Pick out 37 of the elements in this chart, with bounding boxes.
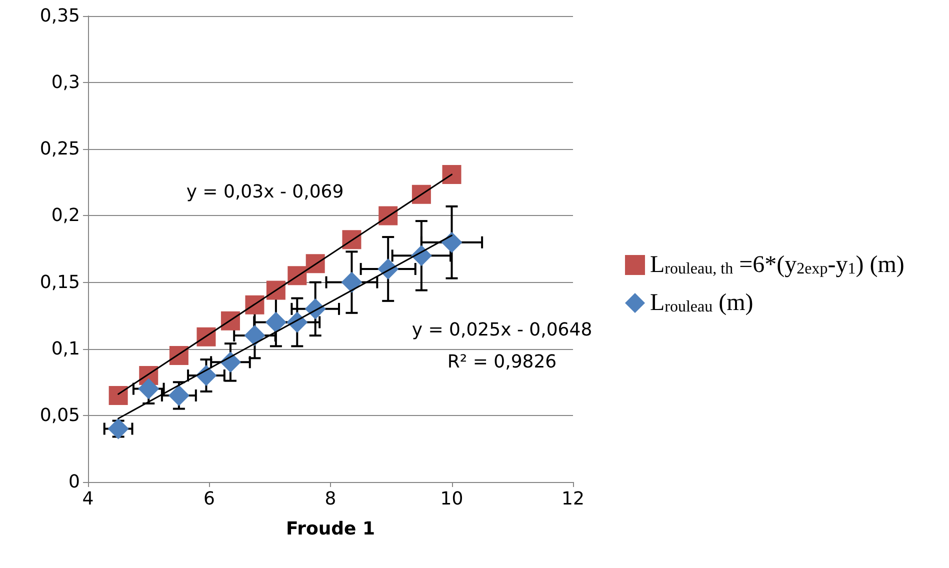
point: [442, 164, 462, 184]
point: [168, 384, 190, 406]
point: [265, 312, 286, 333]
point: [412, 184, 431, 204]
point: [441, 232, 462, 253]
annotation: R² = 0,9826: [447, 352, 557, 372]
y-tick-label: 0,3: [51, 72, 80, 94]
x-tick-label: 6: [204, 488, 215, 510]
y-tick-label: 0,35: [40, 6, 80, 26]
point: [244, 325, 266, 346]
x-axis-title: Froude 1: [286, 518, 376, 540]
point: [196, 327, 216, 346]
y-tick-label: 0,05: [40, 404, 80, 426]
y-tick-label: 0,15: [40, 272, 80, 293]
y-tick-label: 0,25: [40, 138, 80, 160]
point: [245, 295, 264, 314]
point: [108, 386, 128, 405]
x-tick-label: 8: [324, 488, 336, 510]
legend-label: Lrouleau, th =6*(y2exp-y1) (m): [650, 252, 904, 278]
point: [220, 311, 240, 330]
point: [266, 280, 286, 300]
x-tick-label: 12: [562, 488, 584, 510]
annotation: y = 0,03x - 0,069: [186, 182, 344, 202]
legend-label: Lrouleau (m): [650, 290, 754, 316]
point: [306, 254, 325, 274]
point: [341, 272, 362, 293]
point: [138, 378, 160, 400]
y-tick-label: 0,2: [51, 205, 80, 226]
annotation: y = 0,025x - 0,0648: [412, 320, 592, 340]
point: [378, 206, 398, 226]
point: [169, 346, 188, 366]
x-tick-label: 10: [440, 488, 464, 510]
y-tick-label: 0,1: [51, 338, 80, 360]
point: [108, 418, 129, 440]
x-tick-label: 4: [82, 488, 94, 510]
point: [342, 230, 362, 250]
y-tick-label: 0: [68, 472, 80, 492]
